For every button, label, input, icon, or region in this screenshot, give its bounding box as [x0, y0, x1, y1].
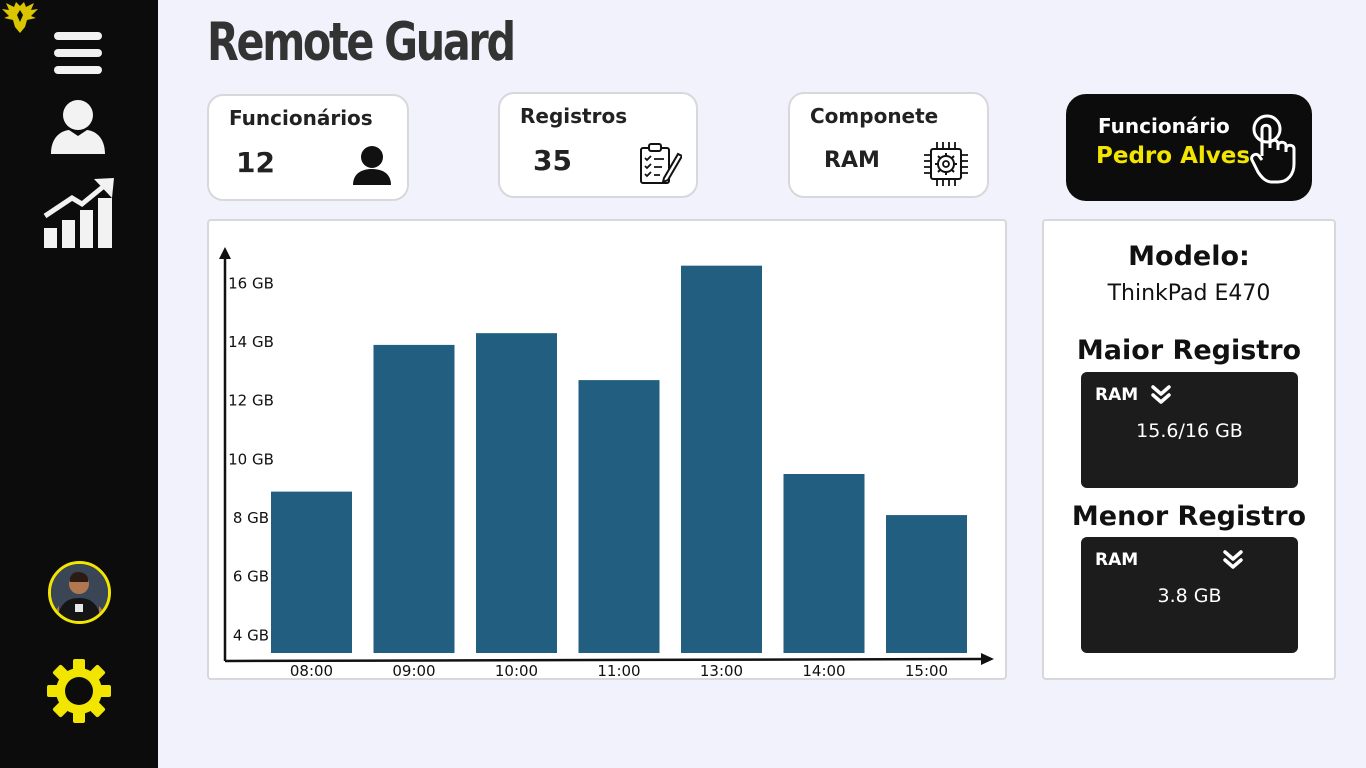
component-label: Componete: [810, 104, 939, 128]
records-label: Registros: [520, 104, 628, 128]
sidebar: [0, 0, 158, 768]
component-card: Componete RAM: [788, 92, 989, 198]
x-tick-label: 14:00: [802, 662, 845, 678]
double-chevron-down-icon[interactable]: [1222, 550, 1244, 570]
avatar[interactable]: [48, 561, 111, 624]
model-value: ThinkPad E470: [1107, 281, 1271, 306]
page-title: Remote Guard: [207, 12, 516, 73]
max-record-title: Maior Registro: [1076, 335, 1302, 366]
ram-usage-chart: 08:00 09:00 10:00 11:00 13:00 14:00 15:00 4 GB 6…: [207, 219, 1007, 680]
employees-card: Funcionários 12: [207, 94, 409, 201]
y-tick-label: 14 GB: [228, 333, 274, 351]
chip-gear-icon: [924, 142, 968, 186]
user-icon[interactable]: [48, 98, 108, 156]
chart-bar: [886, 515, 967, 653]
x-tick-label: 15:00: [905, 662, 948, 678]
x-tick-label: 13:00: [700, 662, 743, 678]
y-tick-label: 8 GB: [233, 509, 269, 527]
clipboard-edit-icon: [640, 143, 682, 184]
gear-icon[interactable]: [46, 658, 112, 724]
double-chevron-down-icon[interactable]: [1150, 385, 1172, 405]
model-label: Modelo:: [1128, 241, 1250, 272]
x-axis-arrow: [981, 653, 994, 665]
chart-bar: [271, 491, 352, 653]
bar-chart: 08:00 09:00 10:00 11:00 13:00 14:00 15:00 4 GB 6…: [219, 247, 994, 678]
employee-name: Pedro Alves: [1096, 143, 1251, 169]
pointing-hand-icon: [1250, 114, 1296, 184]
employee-label: Funcionário: [1098, 114, 1230, 138]
y-tick-label: 12 GB: [228, 392, 274, 410]
chart-bar: [373, 344, 455, 653]
max-record-value: 15.6/16 GB: [1136, 420, 1243, 442]
employees-count: 12: [236, 146, 275, 179]
y-axis-arrow: [219, 247, 231, 259]
x-tick-label: 11:00: [597, 662, 640, 678]
x-tick-label: 09:00: [392, 662, 435, 678]
min-record-value: 3.8 GB: [1157, 585, 1222, 607]
x-tick-label: 10:00: [495, 662, 538, 678]
records-card: Registros 35: [498, 92, 698, 198]
y-tick-label: 6 GB: [233, 568, 269, 586]
growth-chart-icon[interactable]: [42, 176, 116, 250]
min-record-component: RAM: [1095, 550, 1139, 570]
hamburger-menu-icon[interactable]: [54, 30, 104, 78]
employees-label: Funcionários: [229, 106, 373, 130]
details-panel: Modelo: ThinkPad E470 Maior Registro RAM…: [1042, 219, 1336, 680]
min-record-title: Menor Registro: [1071, 501, 1307, 532]
chart-bar: [681, 265, 762, 653]
records-count: 35: [533, 144, 572, 177]
x-tick-label: 08:00: [290, 662, 333, 678]
max-record-box: RAM 15.6/16 GB: [1081, 372, 1298, 488]
eagle-logo-icon[interactable]: [0, 0, 40, 36]
y-tick-label: 4 GB: [233, 626, 269, 644]
chart-bar: [783, 474, 865, 653]
max-record-component: RAM: [1095, 385, 1139, 405]
chart-bar: [578, 380, 660, 653]
employee-select-button[interactable]: Funcionário Pedro Alves: [1066, 94, 1312, 201]
y-tick-label: 16 GB: [228, 274, 274, 292]
component-value: RAM: [824, 148, 880, 173]
x-axis: [224, 657, 984, 663]
chart-bar: [476, 333, 557, 653]
min-record-box: RAM 3.8 GB: [1081, 537, 1298, 653]
user-icon: [353, 146, 391, 185]
y-tick-label: 10 GB: [228, 450, 274, 468]
